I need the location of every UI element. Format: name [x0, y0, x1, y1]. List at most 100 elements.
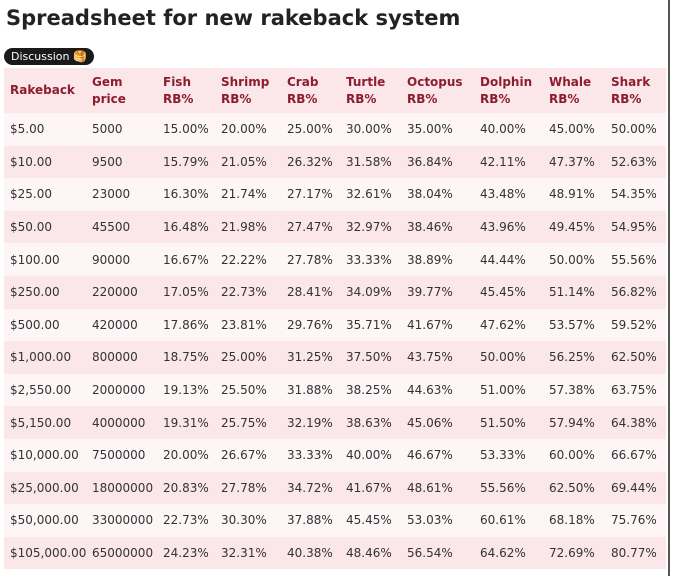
table-cell: 64.62% — [474, 536, 543, 570]
table-cell: 45.45% — [474, 275, 543, 309]
table-cell: 56.82% — [605, 275, 666, 309]
table-cell: 30.00% — [340, 113, 401, 146]
table-cell: 42.11% — [474, 145, 543, 179]
table-cell: 21.98% — [215, 210, 281, 244]
table-cell: 38.04% — [401, 178, 474, 211]
table-cell: 90000 — [86, 243, 157, 276]
table-cell: 2000000 — [86, 373, 157, 407]
table-row: $50.00 45500 16.48% 21.98% 27.47% 32.97% 38.46… — [4, 210, 666, 244]
table-cell: 36.84% — [401, 145, 474, 179]
column-header: Gem price — [86, 68, 157, 113]
table-cell: 51.00% — [474, 373, 543, 407]
column-header: Fish RB% — [157, 68, 215, 113]
table-cell: 56.54% — [401, 536, 474, 570]
table-cell: 27.78% — [215, 471, 281, 505]
table-cell: 38.89% — [401, 243, 474, 276]
table-cell: 21.74% — [215, 178, 281, 211]
table-cell: 55.56% — [605, 243, 666, 276]
table-cell: 9500 — [86, 145, 157, 179]
table-row: $5,150.00 4000000 19.31% 25.75% 32.19% 38.63%… — [4, 406, 666, 439]
table-cell: 20.00% — [215, 113, 281, 146]
table-cell: 59.52% — [605, 308, 666, 342]
table-cell: 16.48% — [157, 210, 215, 244]
table-cell: 26.67% — [215, 438, 281, 472]
table-row: $10,000.00 7500000 20.00% 26.67% 33.33% 40.00… — [4, 438, 666, 472]
table-cell: 32.31% — [215, 536, 281, 570]
table-cell: 72.69% — [543, 536, 605, 570]
table-cell: 55.56% — [474, 471, 543, 505]
table-cell: 27.47% — [281, 210, 340, 244]
table-row: $2,550.00 2000000 19.13% 25.50% 31.88% 38.25%… — [4, 373, 666, 407]
table-cell: 18000000 — [86, 471, 157, 505]
discussion-tag[interactable]: Discussion 🥞 — [4, 48, 94, 65]
table-cell: 27.78% — [281, 243, 340, 276]
table-cell: 22.73% — [215, 275, 281, 309]
table-cell: 47.62% — [474, 308, 543, 342]
table-cell: 37.88% — [281, 504, 340, 537]
table-cell: 56.25% — [543, 341, 605, 374]
table-cell: 19.13% — [157, 373, 215, 407]
table-cell: 44.63% — [401, 373, 474, 407]
table-cell: 66.67% — [605, 438, 666, 472]
column-header: Crab RB% — [281, 68, 340, 113]
table-cell: 52.63% — [605, 145, 666, 179]
scroll-edge — [668, 0, 670, 576]
table-cell: 31.58% — [340, 145, 401, 179]
table-cell: 43.96% — [474, 210, 543, 244]
table-cell: 34.72% — [281, 471, 340, 505]
table-cell: 31.25% — [281, 341, 340, 374]
table-cell: 24.23% — [157, 536, 215, 570]
table-cell: 31.88% — [281, 373, 340, 407]
table-cell: 35.00% — [401, 113, 474, 146]
table-cell: 30.30% — [215, 504, 281, 537]
table-cell: $500.00 — [4, 308, 86, 342]
table-row: $1,000.00 800000 18.75% 25.00% 31.25% 37.50% 4… — [4, 341, 666, 374]
table-cell: 17.86% — [157, 308, 215, 342]
table-cell: 43.48% — [474, 178, 543, 211]
table-cell: 25.75% — [215, 406, 281, 439]
table-cell: 63.75% — [605, 373, 666, 407]
table-cell: 23000 — [86, 178, 157, 211]
table-row: $10.00 9500 15.79% 21.05% 26.32% 31.58% 36.84%… — [4, 145, 666, 179]
table-cell: 22.22% — [215, 243, 281, 276]
table-cell: 27.17% — [281, 178, 340, 211]
table-cell: 15.79% — [157, 145, 215, 179]
table-cell: 22.73% — [157, 504, 215, 537]
table-cell: 50.00% — [543, 243, 605, 276]
table-cell: 54.95% — [605, 210, 666, 244]
table-cell: 46.67% — [401, 438, 474, 472]
table-cell: 15.00% — [157, 113, 215, 146]
table-cell: 50.00% — [474, 341, 543, 374]
table-row: $5.00 5000 15.00% 20.00% 25.00% 30.00% 35.00% 4… — [4, 113, 666, 146]
table-cell: $100.00 — [4, 243, 86, 276]
table-cell: 25.00% — [215, 341, 281, 374]
table-cell: 38.46% — [401, 210, 474, 244]
table-cell: 37.50% — [340, 341, 401, 374]
table-cell: 5000 — [86, 113, 157, 146]
table-cell: 48.91% — [543, 178, 605, 211]
table-cell: 23.81% — [215, 308, 281, 342]
table-cell: $50.00 — [4, 210, 86, 244]
table-cell: 68.18% — [543, 504, 605, 537]
table-cell: 420000 — [86, 308, 157, 342]
table-cell: 32.19% — [281, 406, 340, 439]
table-row: $250.00 220000 17.05% 22.73% 28.41% 34.09% 39.… — [4, 275, 666, 309]
table-cell: 41.67% — [401, 308, 474, 342]
table-cell: 25.00% — [281, 113, 340, 146]
table-cell: $2,550.00 — [4, 373, 86, 407]
table-cell: 48.46% — [340, 536, 401, 570]
table-cell: 33.33% — [281, 438, 340, 472]
table-row: $25.00 23000 16.30% 21.74% 27.17% 32.61% 38.04… — [4, 178, 666, 211]
post-title: Spreadsheet for new rakeback system — [6, 6, 461, 30]
table-cell: 45.06% — [401, 406, 474, 439]
table-cell: 26.32% — [281, 145, 340, 179]
table-cell: 62.50% — [543, 471, 605, 505]
table-row: $25,000.00 18000000 20.83% 27.78% 34.72% 41.6… — [4, 471, 666, 505]
table-cell: 60.00% — [543, 438, 605, 472]
table-cell: 49.45% — [543, 210, 605, 244]
table-cell: 53.33% — [474, 438, 543, 472]
table-cell: 54.35% — [605, 178, 666, 211]
table-cell: 40.38% — [281, 536, 340, 570]
table-cell: $250.00 — [4, 275, 86, 309]
